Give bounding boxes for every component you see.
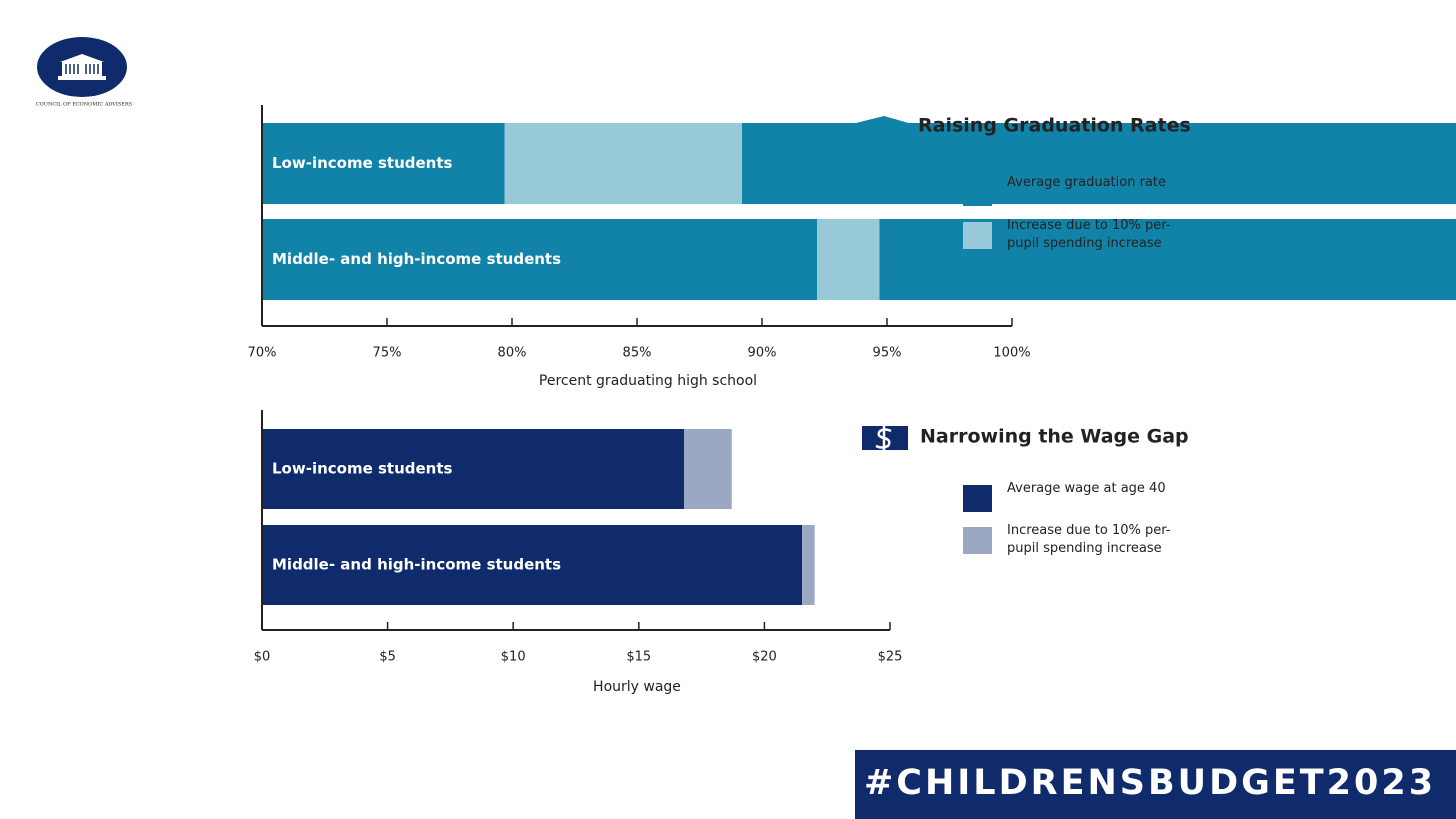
category-label: Middle- and high-income students <box>272 556 561 574</box>
dollar-sign <box>875 426 892 452</box>
legend-swatch <box>963 222 992 249</box>
bar-segment <box>262 429 685 509</box>
bar-segment <box>802 525 815 605</box>
category-label: Low-income students <box>272 154 453 172</box>
x-axis-title: Percent graduating high school <box>539 373 757 389</box>
x-tick-label: 90% <box>748 346 777 361</box>
chart-title: Narrowing the Wage Gap <box>920 426 1189 448</box>
x-tick-label: 100% <box>993 346 1030 361</box>
x-tick-label: $15 <box>626 650 651 665</box>
icon-dollar <box>862 426 908 452</box>
x-tick-label: 75% <box>373 346 402 361</box>
logo-text: COUNCIL OF ECONOMIC ADVISERS <box>36 102 133 108</box>
x-axis-title: Hourly wage <box>593 679 681 695</box>
x-tick-label: 80% <box>498 346 527 361</box>
legend-swatch <box>963 485 992 512</box>
bar-segment <box>262 123 1456 204</box>
legend-item: Average wage at age 40 <box>1007 481 1166 496</box>
x-tick-label: $5 <box>379 650 396 665</box>
footer-banner <box>855 750 1456 819</box>
chart-title: Raising Graduation Rates <box>918 115 1191 137</box>
logo: COUNCIL OF ECONOMIC ADVISERS <box>36 37 133 108</box>
x-tick-label: 95% <box>873 346 902 361</box>
legend-item: Increase due to 10% per-pupil spending i… <box>1007 218 1171 251</box>
x-tick-label: 85% <box>623 346 652 361</box>
x-tick-label: $20 <box>752 650 777 665</box>
category-label: Low-income students <box>272 460 453 478</box>
logo-columns <box>65 64 99 74</box>
bar-segment <box>684 429 732 509</box>
bar-segment <box>504 123 742 204</box>
legend-swatch <box>963 179 992 206</box>
legend-label: Average graduation rate <box>1007 175 1166 190</box>
bar-segment <box>817 219 880 300</box>
legend-label: Increase due to 10% per-pupil spending i… <box>1007 218 1171 251</box>
legend-item: Increase due to 10% per-pupil spending i… <box>1007 523 1171 556</box>
legend-label: Average wage at age 40 <box>1007 481 1166 496</box>
category-label: Middle- and high-income students <box>272 250 561 268</box>
legend-label: Increase due to 10% per-pupil spending i… <box>1007 523 1171 556</box>
legend-item: Average graduation rate <box>1007 175 1166 190</box>
x-tick-label: $0 <box>254 650 271 665</box>
x-tick-label: $25 <box>878 650 903 665</box>
hashtag: #CHILDRENSBUDGET2023 <box>864 763 1436 803</box>
x-tick-label: $10 <box>501 650 526 665</box>
legend-swatch <box>963 527 992 554</box>
bar-segment <box>262 525 803 605</box>
x-tick-label: 70% <box>248 346 277 361</box>
